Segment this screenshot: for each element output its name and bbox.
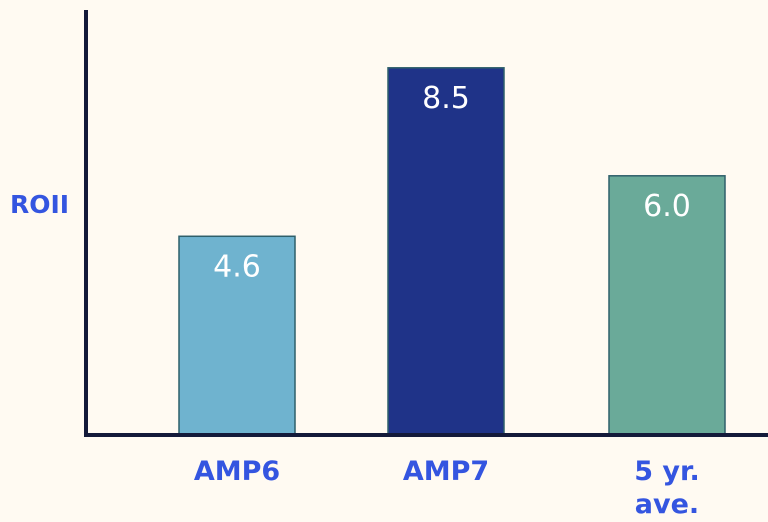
bars-group bbox=[178, 67, 726, 436]
category-label-1: AMP7 bbox=[403, 456, 489, 487]
category-label-line: AMP7 bbox=[403, 456, 489, 487]
category-label-0: AMP6 bbox=[194, 456, 280, 487]
data-label-1: 8.5 bbox=[422, 81, 470, 116]
category-label-2: 5 yr. ave. bbox=[634, 456, 700, 520]
bar-0 bbox=[178, 235, 296, 436]
category-label-line: AMP6 bbox=[194, 456, 280, 487]
data-label-2: 6.0 bbox=[643, 189, 691, 224]
bar-1 bbox=[387, 67, 505, 436]
category-label-line: ave. bbox=[635, 489, 699, 520]
y-axis-label: ROII bbox=[10, 190, 69, 219]
category-label-line: 5 yr. bbox=[634, 456, 700, 487]
labels-group: 4.6 AMP6 8.5 AMP7 6.0 5 yr. ave. bbox=[194, 81, 700, 520]
data-label-0: 4.6 bbox=[213, 249, 261, 284]
bar-2 bbox=[608, 175, 726, 436]
